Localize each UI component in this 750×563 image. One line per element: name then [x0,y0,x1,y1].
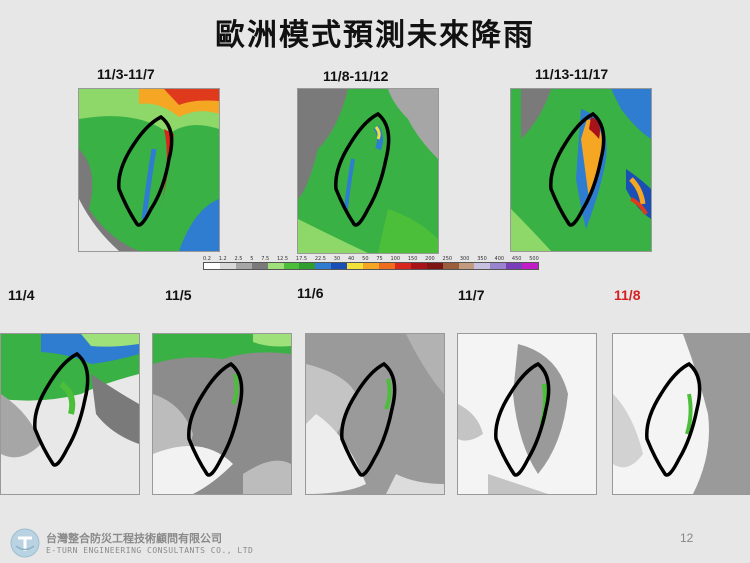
scale-color-swatch [506,263,523,269]
scale-tick-label: 400 [494,256,505,262]
scale-color-swatch [363,263,379,269]
day-label-11-4: 11/4 [8,287,35,303]
scale-tick-label: 50 [362,256,369,262]
scale-color-swatch [331,263,348,269]
scale-tick-label: 1.2 [218,256,227,262]
day-label-11-6: 11/6 [297,285,324,301]
rain-map-11-8-11-12 [297,88,439,254]
rain-map-11-8 [612,333,750,495]
scale-color-swatch [204,263,220,269]
scale-tick-label: 40 [347,256,355,262]
scale-color-bar [203,262,539,270]
scale-tick-label: 0.2 [203,256,211,262]
scale-color-swatch [235,263,252,269]
rain-map-11-13-11-17 [510,88,652,252]
scale-tick-label: 150 [407,256,418,262]
rain-map-11-7 [457,333,597,495]
scale-color-swatch [315,263,332,269]
scale-color-swatch [458,263,475,269]
scale-tick-label: 12.5 [276,256,289,262]
scale-tick-label: 300 [459,256,470,262]
scale-color-swatch [251,263,268,269]
scale-tick-label: 7.5 [261,256,270,262]
scale-color-swatch [267,263,284,269]
scale-color-swatch [347,263,364,269]
scale-color-swatch [490,263,507,269]
scale-tick-label: 22.5 [314,256,326,262]
scale-color-swatch [442,263,459,269]
scale-color-swatch [378,263,395,269]
panel-label-2: 11/8-11/12 [323,68,389,84]
scale-tick-label: 2.5 [234,256,243,262]
day-label-11-8: 11/8 [614,287,641,303]
scale-tick-label: 17.5 [295,256,308,262]
scale-color-swatch [410,263,427,269]
company-name: 台灣整合防災工程技術顧問有限公司 [46,532,222,545]
scale-color-swatch [522,263,539,269]
rain-map-11-3-11-7 [78,88,220,252]
page-number: 12 [680,531,694,545]
scale-color-swatch [394,263,411,269]
panel-label-1: 11/3-11/7 [97,66,155,82]
panel-label-3: 11/13-11/17 [535,66,609,82]
scale-tick-labels: 0.2 1.2 2.5 5 7.5 12.5 17.5 22.5 30 40 50 75 100 150 2… [203,256,539,262]
scale-tick-label: 200 [425,256,435,262]
scale-tick-label: 250 [442,256,453,262]
rain-map-11-5 [152,333,292,495]
scale-color-swatch [219,263,236,269]
rain-map-11-4 [0,333,140,495]
scale-color-swatch [283,263,300,269]
scale-color-swatch [299,263,316,269]
scale-tick-label: 75 [376,256,383,262]
rain-map-11-6 [305,333,445,495]
scale-tick-label: 5 [250,256,254,262]
scale-tick-label: 30 [333,256,341,262]
day-label-11-7: 11/7 [458,287,485,303]
day-label-11-5: 11/5 [165,287,192,303]
rainfall-color-scale: 0.2 1.2 2.5 5 7.5 12.5 17.5 22.5 30 40 50 75 100 150 2… [203,256,539,270]
scale-tick-label: 100 [390,256,401,262]
company-name-english: E-TURN ENGINEERING CONSULTANTS CO., LTD [46,546,254,555]
scale-tick-label: 450 [511,256,522,262]
company-logo-icon [10,528,40,558]
scale-tick-label: 350 [477,256,487,262]
scale-color-swatch [426,263,443,269]
scale-tick-label: 500 [529,256,539,262]
scale-color-swatch [474,263,491,269]
page-title: 歐洲模式預測未來降雨 [215,18,535,53]
